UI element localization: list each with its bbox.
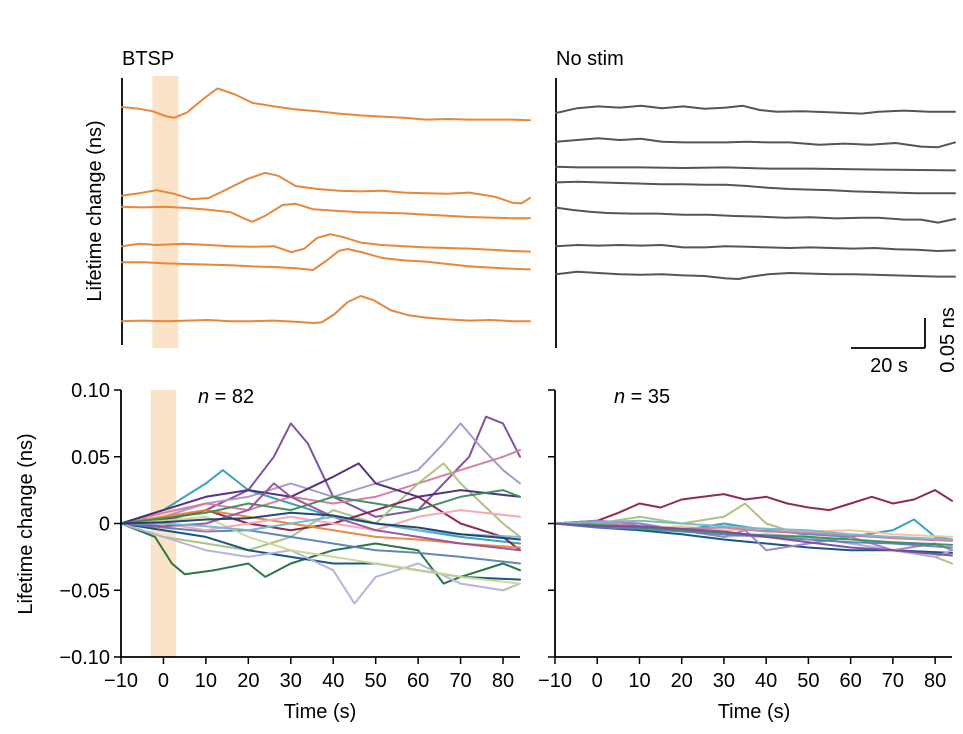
- summary-trace-12: [120, 515, 521, 585]
- no-stim-summary-y-ticks: [548, 389, 555, 658]
- btsp-trace-5: [121, 248, 531, 271]
- summary-trace-10: [120, 509, 521, 549]
- no-stim-summary-trace-11: [554, 519, 953, 541]
- no-stim-summary-x-tick-label: 70: [882, 670, 904, 692]
- no-stim-summary-x-tick-label: 50: [797, 670, 819, 692]
- btsp-stim-window: [152, 76, 179, 348]
- scale-bar-amplitude-label: 0.05 ns: [937, 307, 959, 373]
- summary-x-tick-label: 0: [158, 670, 169, 692]
- no-stim-trace-1: [555, 104, 956, 115]
- scale-bar-time-label: 20 s: [870, 355, 908, 377]
- summary-x-tick-label: 20: [237, 670, 259, 692]
- no-stim-summary-x-tick-label: 0: [592, 670, 603, 692]
- btsp-summary-traces: [120, 415, 521, 605]
- no-stim-trace-7: [555, 270, 956, 280]
- summary-x-tick-label: 50: [365, 670, 387, 692]
- no-stim-summary-trace-1: [554, 489, 953, 525]
- panel-no-stim-summary: −10 0 10 20 30 40 50 60 70 80 Time (s) n = 35: [538, 386, 953, 723]
- summary-trace-11: [120, 522, 521, 565]
- btsp-traces: [121, 87, 531, 324]
- summary-y-tick-label: 0.10: [71, 380, 110, 402]
- btsp-trace-1: [121, 87, 531, 122]
- no-stim-summary-n-label: n = 35: [614, 386, 670, 408]
- summary-trace-13: [120, 462, 521, 525]
- btsp-trace-3: [121, 202, 531, 223]
- summary-x-ticks: −10 0 10 20 30 40 50 60 70 80: [104, 657, 514, 692]
- btsp-y-axis-title: Lifetime change (ns): [84, 120, 106, 301]
- summary-y-tick-label: −0.10: [59, 647, 110, 669]
- summary-y-tick-label: −0.05: [59, 580, 110, 602]
- no-stim-summary-x-tick-label: 10: [628, 670, 650, 692]
- no-stim-summary-x-tick-label: −10: [538, 670, 572, 692]
- no-stim-trace-6: [555, 244, 956, 252]
- scale-bar: 20 s 0.05 ns: [851, 307, 959, 377]
- summary-trace-5: [120, 449, 521, 525]
- no-stim-trace-3: [555, 165, 956, 172]
- no-stim-summary-trace-9: [554, 521, 953, 542]
- summary-trace-17: [120, 515, 521, 538]
- no-stim-trace-4: [555, 180, 956, 195]
- summary-y-ticks: 0.10 0.05 0 −0.05 −0.10: [59, 380, 121, 669]
- no-stim-summary-x-tick-label: 30: [713, 670, 735, 692]
- summary-y-axis-title: Lifetime change (ns): [15, 433, 37, 614]
- summary-n-label: n = 82: [198, 386, 254, 408]
- btsp-trace-6: [121, 295, 531, 324]
- no-stim-summary-x-tick-label: 60: [840, 670, 862, 692]
- no-stim-summary-x-tick-label: 40: [755, 670, 777, 692]
- no-stim-summary-x-tick-label: 80: [924, 670, 946, 692]
- summary-x-tick-label: 40: [322, 670, 344, 692]
- summary-x-tick-label: 30: [280, 670, 302, 692]
- no-stim-summary-trace-6: [554, 519, 953, 552]
- summary-trace-15: [120, 489, 521, 525]
- summary-y-tick-label: 0.05: [71, 447, 110, 469]
- no-stim-title: No stim: [556, 48, 624, 70]
- summary-x-axis-title: Time (s): [284, 701, 357, 723]
- summary-x-tick-label: −10: [104, 670, 138, 692]
- no-stim-summary-x-ticks: −10 0 10 20 30 40 50 60 70 80: [538, 657, 946, 692]
- summary-trace-9: [120, 522, 521, 605]
- summary-x-tick-label: 80: [492, 670, 514, 692]
- btsp-trace-2: [121, 171, 531, 205]
- summary-x-tick-label: 70: [449, 670, 471, 692]
- no-stim-trace-2: [555, 137, 956, 149]
- panel-no-stim: No stim: [555, 48, 956, 348]
- btsp-trace-4: [121, 233, 531, 254]
- no-stim-summary-x-tick-label: 20: [671, 670, 693, 692]
- btsp-title: BTSP: [122, 48, 174, 70]
- summary-x-tick-label: 60: [407, 670, 429, 692]
- summary-trace-18: [120, 511, 521, 541]
- summary-x-tick-label: 10: [195, 670, 217, 692]
- summary-y-tick-label: 0: [99, 514, 110, 536]
- no-stim-summary-x-axis-title: Time (s): [718, 701, 791, 723]
- no-stim-traces: [555, 104, 956, 280]
- summary-trace-4: [120, 522, 521, 585]
- panel-btsp-summary: 0.10 0.05 0 −0.05 −0.10 −10 0 10 20 30 40 50 60 70 80…: [15, 380, 521, 723]
- no-stim-summary-traces: [554, 489, 953, 565]
- no-stim-summary-trace-8: [554, 522, 953, 549]
- no-stim-trace-5: [555, 206, 956, 224]
- panel-btsp: BTSP Lifetime change (ns): [84, 48, 531, 348]
- no-stim-summary-trace-12: [554, 522, 953, 557]
